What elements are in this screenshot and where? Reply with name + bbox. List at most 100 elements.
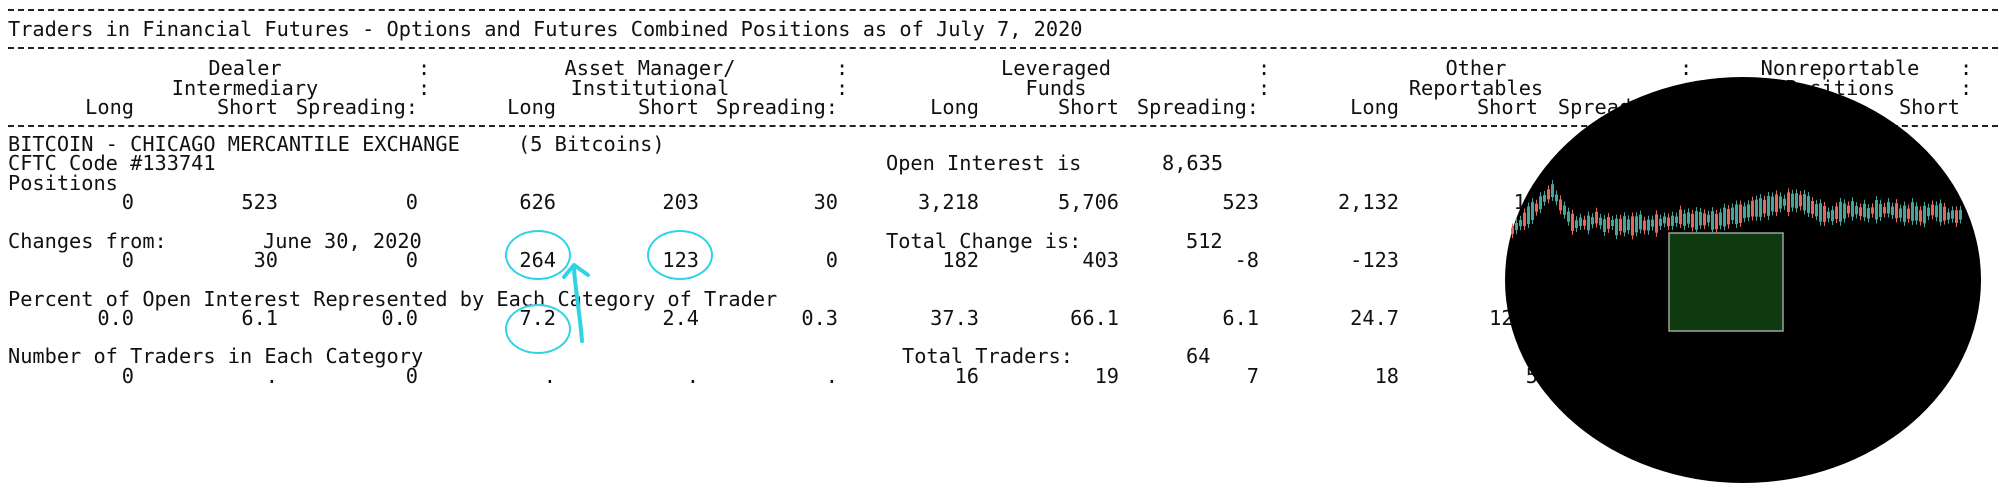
- candle-body: [1923, 205, 1926, 224]
- group-heading: Dealer: [208, 56, 282, 80]
- group-heading: Asset Manager/: [564, 56, 736, 80]
- candle-body: [1511, 227, 1514, 235]
- candle-body: [1891, 206, 1894, 216]
- total-traders-label: Total Traders:: [902, 344, 1073, 368]
- candle-body: [1619, 218, 1622, 232]
- table-cell: 5,706: [1057, 190, 1119, 214]
- candle-body: [1519, 219, 1522, 227]
- total-traders-value: 64: [1186, 344, 1211, 368]
- table-cell: 523: [1222, 190, 1259, 214]
- table-cell: 0.3: [801, 306, 838, 330]
- candle-body: [1515, 222, 1518, 231]
- group-subheading: Institutional: [570, 76, 730, 100]
- table-cell: 37.3: [930, 306, 979, 330]
- page-title: Traders in Financial Futures - Options a…: [8, 17, 1083, 41]
- candle-body: [1771, 196, 1774, 212]
- candle-body: [1535, 203, 1538, 212]
- table-cell: 0: [121, 364, 134, 388]
- candle-body: [1655, 214, 1658, 233]
- candlestick-series: [1511, 180, 1962, 240]
- cftc-code: CFTC Code #133741: [8, 151, 216, 175]
- candle-body: [1763, 199, 1766, 214]
- candle-body: [1827, 211, 1830, 219]
- candle-body: [1747, 204, 1750, 218]
- candle-body: [1651, 219, 1654, 227]
- candle-body: [1815, 204, 1818, 217]
- table-cell: 0: [405, 190, 418, 214]
- candle-body: [1563, 205, 1566, 215]
- candle-body: [1531, 202, 1534, 220]
- candle-body: [1675, 216, 1678, 223]
- header-separator: :: [1258, 56, 1271, 80]
- column-label: Spreading:: [295, 95, 418, 119]
- candle-body: [1647, 219, 1650, 231]
- candle-body: [1847, 205, 1850, 214]
- table-cell: 0: [121, 190, 134, 214]
- table-cell: .: [543, 364, 556, 388]
- table-cell: 203: [662, 190, 699, 214]
- candle-body: [1687, 212, 1690, 224]
- header-separator: :: [1258, 76, 1271, 100]
- candle-body: [1539, 196, 1542, 210]
- table-cell: .: [265, 364, 278, 388]
- candle-body: [1527, 206, 1530, 225]
- total-change-value: 512: [1186, 229, 1223, 253]
- candle-body: [1607, 217, 1610, 229]
- traders-label: Number of Traders in Each Category: [8, 344, 424, 368]
- header-separator: :: [1960, 76, 1973, 100]
- candle-body: [1603, 219, 1606, 232]
- candle-body: [1707, 214, 1710, 223]
- candle-body: [1639, 214, 1642, 230]
- group-subheading: Funds: [1025, 76, 1087, 100]
- candle-body: [1591, 217, 1594, 225]
- candle-body: [1791, 193, 1794, 208]
- table-cell: 6.1: [1222, 306, 1259, 330]
- candle-body: [1543, 195, 1546, 202]
- column-label: Long: [85, 95, 134, 119]
- candle-body: [1555, 194, 1558, 202]
- candle-body: [1895, 203, 1898, 219]
- candle-body: [1679, 209, 1682, 225]
- column-label: Spreading:: [1136, 95, 1259, 119]
- candle-body: [1939, 203, 1942, 222]
- candle-body: [1931, 204, 1934, 216]
- candle-body: [1787, 192, 1790, 213]
- candle-body: [1627, 219, 1630, 231]
- candle-body: [1611, 219, 1614, 227]
- table-cell: 0: [405, 364, 418, 388]
- header-bottom-rule: [8, 125, 1998, 127]
- candle-body: [1631, 216, 1634, 236]
- candle-body: [1659, 218, 1662, 226]
- table-cell: .: [686, 364, 699, 388]
- candle-body: [1615, 218, 1618, 236]
- candle-body: [1683, 213, 1686, 226]
- candle-body: [1839, 201, 1842, 222]
- market-name: BITCOIN - CHICAGO MERCANTILE EXCHANGE: [8, 132, 460, 156]
- group-heading: Nonreportable: [1760, 56, 1920, 80]
- changes-label: Changes from:: [8, 229, 167, 253]
- candle-body: [1759, 198, 1762, 217]
- candle-body: [1595, 211, 1598, 224]
- candle-body: [1855, 206, 1858, 215]
- candle-body: [1823, 206, 1826, 223]
- candle-body: [1859, 207, 1862, 217]
- candle-body: [1803, 194, 1806, 211]
- candle-body: [1691, 213, 1694, 228]
- candle-body: [1695, 211, 1698, 230]
- candle-body: [1723, 207, 1726, 227]
- header-separator: :: [1680, 56, 1693, 80]
- candle-body: [1711, 211, 1714, 230]
- candle-body: [1643, 220, 1646, 231]
- table-cell: 19: [1094, 364, 1119, 388]
- table-cell: 0: [121, 248, 134, 272]
- candle-body: [1863, 203, 1866, 218]
- percent-label: Percent of Open Interest Represented by …: [8, 287, 778, 311]
- candle-body: [1755, 199, 1758, 217]
- candle-body: [1899, 208, 1902, 218]
- candle-body: [1951, 210, 1954, 219]
- candle-body: [1667, 217, 1670, 227]
- candle-body: [1727, 208, 1730, 225]
- column-label: Short: [637, 95, 699, 119]
- column-label: Short: [216, 95, 278, 119]
- arrow-annotation-icon: [562, 263, 590, 343]
